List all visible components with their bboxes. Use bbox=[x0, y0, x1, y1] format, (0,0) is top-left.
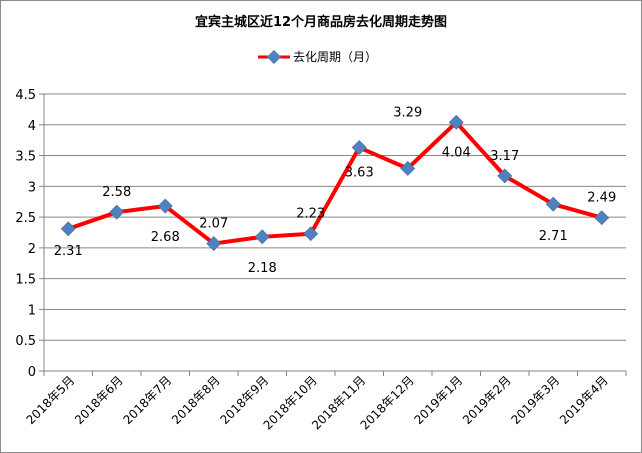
data-point-marker bbox=[448, 114, 464, 130]
data-point-marker bbox=[545, 196, 561, 212]
data-label: 2.49 bbox=[587, 191, 616, 206]
data-point-marker bbox=[206, 236, 222, 252]
legend-label: 去化周期（月） bbox=[293, 50, 377, 64]
x-tick-label: 2019年2月 bbox=[460, 373, 514, 427]
data-label: 2.18 bbox=[248, 261, 277, 276]
y-tick-label: 1.5 bbox=[15, 273, 36, 288]
y-tick-label: 0 bbox=[28, 365, 36, 380]
data-label: 2.71 bbox=[539, 229, 568, 244]
data-labels: 2.31 2.58 2.68 2.07 2.18 2.23 3.63 3.29 4.04 3.17… bbox=[54, 105, 616, 275]
data-point-marker bbox=[109, 204, 125, 220]
y-tick-label: 2 bbox=[28, 242, 36, 257]
data-point-marker bbox=[254, 229, 270, 245]
data-point-marker bbox=[594, 210, 610, 226]
data-label: 2.07 bbox=[199, 217, 228, 232]
data-label: 2.68 bbox=[151, 230, 180, 245]
y-tick-label: 4 bbox=[28, 119, 36, 134]
data-label: 3.63 bbox=[345, 166, 374, 181]
chart-title: 宜宾主城区近12个月商品房去化周期走势图 bbox=[195, 14, 447, 30]
data-point-marker bbox=[303, 226, 319, 242]
data-label: 3.17 bbox=[490, 149, 519, 164]
y-axis-ticks: 0 0.5 1 1.5 2 2.5 3 3.5 4 4.5 bbox=[15, 88, 44, 380]
y-tick-label: 1 bbox=[28, 303, 36, 318]
data-point-marker bbox=[351, 140, 367, 155]
x-tick-label: 2018年6月 bbox=[72, 373, 126, 427]
data-point-marker bbox=[497, 168, 513, 184]
x-tick-label: 2019年4月 bbox=[557, 373, 611, 427]
data-label: 2.58 bbox=[102, 185, 131, 200]
x-tick-label: 2019年3月 bbox=[508, 373, 562, 427]
y-tick-label: 3 bbox=[28, 180, 36, 195]
series-line-path bbox=[67, 120, 603, 246]
x-tick-label: 2018年8月 bbox=[169, 373, 223, 427]
data-label: 2.31 bbox=[54, 244, 83, 259]
series-line bbox=[67, 120, 603, 246]
data-point-marker bbox=[157, 198, 173, 214]
data-label: 4.04 bbox=[442, 145, 471, 160]
data-label: 3.29 bbox=[393, 105, 422, 120]
data-point-marker bbox=[60, 221, 76, 237]
x-tick-label: 2018年5月 bbox=[23, 373, 77, 427]
y-tick-label: 4.5 bbox=[15, 88, 36, 103]
legend: 去化周期（月） bbox=[258, 49, 377, 65]
series-markers bbox=[60, 114, 610, 252]
y-tick-label: 0.5 bbox=[15, 334, 36, 349]
data-label: 2.23 bbox=[296, 207, 325, 222]
gridlines bbox=[44, 93, 626, 341]
data-point-marker bbox=[400, 161, 416, 176]
x-axis-ticks: 2018年5月2018年6月2018年7月2018年8月2018年9月2018年… bbox=[23, 371, 627, 432]
x-tick-label: 2019年1月 bbox=[411, 373, 465, 427]
x-tick-label: 2018年7月 bbox=[120, 373, 174, 427]
y-tick-label: 2.5 bbox=[15, 211, 36, 226]
y-tick-label: 3.5 bbox=[15, 150, 36, 165]
legend-marker bbox=[266, 49, 282, 65]
